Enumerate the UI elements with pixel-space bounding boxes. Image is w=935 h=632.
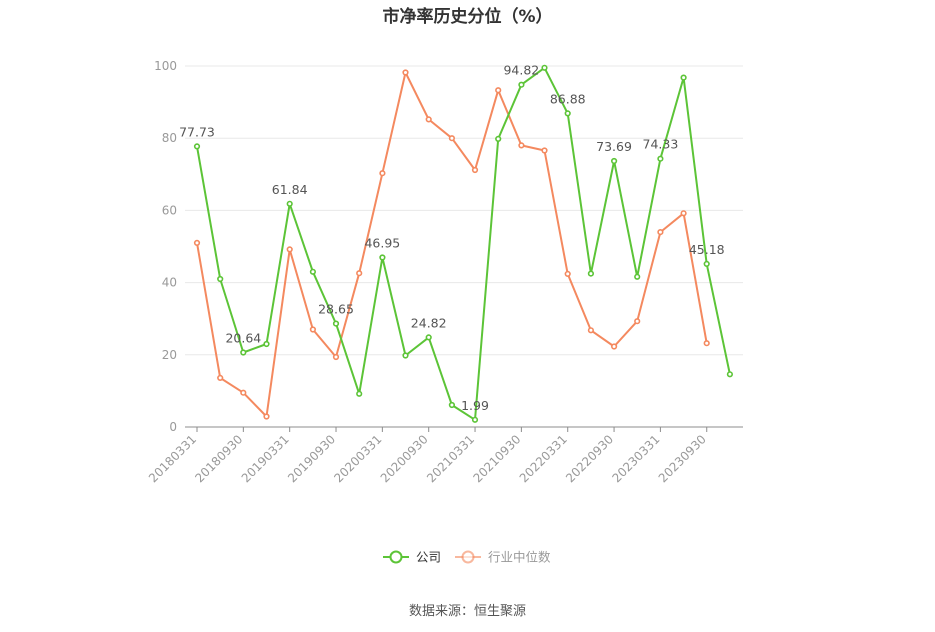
legend-item-company[interactable]: 公司 [383,550,441,565]
x-tick-label: 20210930 [470,432,523,485]
data-point-industry-median [680,210,687,217]
x-tick-label: 20200331 [331,432,384,485]
data-point-company [309,268,317,275]
data-label-company: 86.88 [550,91,586,106]
x-tick-label: 20180930 [192,432,245,485]
legend-label-industry-median: 行业中位数 [488,550,551,565]
data-labels: 77.73 20.64 61.84 28.65 46.95 24.82 1.99 94.82 8… [179,63,725,413]
data-point-industry-median [402,69,409,76]
data-point-company [726,371,734,378]
legend-item-industry-median[interactable]: 行业中位数 [455,550,551,565]
y-tick-label: 80 [162,131,177,145]
data-point-company [332,320,340,327]
y-tick-label: 20 [162,348,177,362]
data-label-company: 74.33 [643,137,679,152]
data-point-industry-median [425,116,432,123]
y-axis: 0 20 40 60 80 100 [154,59,177,434]
data-point-company [356,390,363,397]
data-point-company [634,273,641,280]
series-industry-median [193,69,710,420]
data-point-industry-median [564,270,571,278]
data-point-industry-median [587,327,595,334]
data-point-industry-median [379,170,386,177]
data-point-company [610,157,618,165]
data-point-industry-median [356,270,363,277]
data-point-company [193,143,201,150]
y-tick-label: 0 [169,420,177,434]
data-point-industry-median [263,413,270,420]
data-point-industry-median [495,87,502,94]
x-tick-label: 20230331 [609,432,662,485]
data-point-company [217,275,224,283]
data-point-industry-median [217,374,224,382]
data-point-industry-median [193,239,201,246]
data-label-company: 24.82 [411,315,447,330]
data-point-company [240,349,247,356]
data-point-industry-median [541,147,548,154]
data-point-company [402,352,409,359]
data-point-industry-median [471,166,479,174]
data-label-company: 28.65 [318,302,354,317]
data-point-company [564,110,571,117]
chart-title: 市净率历史分位（%） [382,6,552,27]
data-label-company: 45.18 [689,242,725,257]
data-label-company: 46.95 [364,236,400,251]
data-point-company [286,200,293,207]
data-point-industry-median [703,340,710,347]
data-point-company [680,74,687,81]
x-tick-label: 20220331 [517,432,570,485]
x-tick-label: 20210331 [424,432,477,485]
data-point-industry-median [610,343,618,350]
data-label-company: 77.73 [179,124,215,139]
data-point-industry-median [518,142,525,149]
x-axis: 2018033120180930201903312019093020200331… [146,426,743,485]
data-label-company: 20.64 [225,330,261,345]
series-line-company [196,66,731,421]
grid-lines [185,65,743,356]
data-point-industry-median [332,353,340,361]
data-point-company [263,340,270,348]
legend-marker-industry-median [461,550,475,564]
data-point-company [425,334,432,341]
legend-label-company: 公司 [416,550,441,565]
data-point-industry-median [448,135,456,142]
data-point-industry-median [286,246,293,253]
y-tick-label: 60 [162,203,177,217]
series-company [193,64,734,423]
data-point-company [703,260,710,268]
data-point-company [448,401,456,409]
data-point-company [541,64,548,71]
y-tick-label: 40 [162,276,177,290]
x-tick-label: 20180331 [146,432,199,485]
data-point-industry-median [240,389,247,396]
x-tick-label: 20220930 [563,432,616,485]
legend-marker-company [389,550,403,564]
data-point-industry-median [634,318,641,325]
data-point-industry-median [657,229,664,236]
x-tick-label: 20190331 [239,432,292,485]
data-point-company [471,416,479,423]
x-tick-label: 20230930 [656,432,709,485]
data-point-company [518,81,525,88]
data-point-company [587,270,595,277]
data-point-industry-median [309,326,317,333]
data-label-company: 94.82 [503,63,539,78]
data-point-company [657,155,664,162]
y-tick-label: 100 [154,59,177,73]
data-label-company: 61.84 [272,182,308,197]
plot-area [193,64,734,423]
x-tick-label: 20200930 [378,432,431,485]
data-label-company: 73.69 [596,139,632,154]
data-source: 数据来源：恒生聚源 [409,604,526,619]
x-tick-label: 20190930 [285,432,338,485]
data-label-company: 1.99 [461,398,489,413]
legend: 公司 行业中位数 [383,550,551,565]
data-point-company [379,254,386,261]
data-point-company [495,135,502,142]
